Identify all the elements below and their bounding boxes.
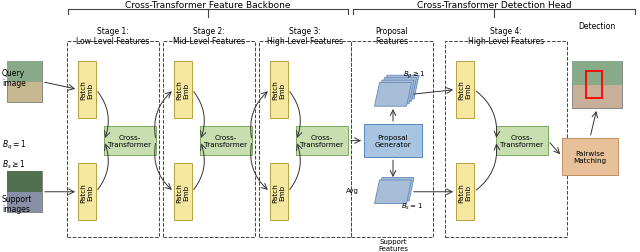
Polygon shape bbox=[380, 78, 417, 102]
Bar bbox=[456, 62, 474, 118]
Bar bbox=[572, 62, 622, 109]
Bar bbox=[259, 42, 351, 237]
Text: Patch
Emb: Patch Emb bbox=[81, 80, 93, 100]
Polygon shape bbox=[374, 83, 412, 107]
Text: Patch
Emb: Patch Emb bbox=[177, 80, 189, 100]
Text: Cross-Transformer Detection Head: Cross-Transformer Detection Head bbox=[417, 2, 572, 10]
Text: Patch
Emb: Patch Emb bbox=[81, 182, 93, 202]
Text: Proposal
Generator: Proposal Generator bbox=[374, 135, 412, 147]
Text: Detection: Detection bbox=[579, 22, 616, 31]
Bar bbox=[496, 126, 548, 156]
Text: $B_q = 1$: $B_q = 1$ bbox=[2, 138, 26, 151]
Bar bbox=[445, 42, 567, 237]
Bar bbox=[7, 171, 42, 192]
Text: $B_p \geq 1$: $B_p \geq 1$ bbox=[403, 70, 426, 81]
Bar bbox=[572, 62, 622, 85]
Bar bbox=[104, 126, 156, 156]
Bar bbox=[7, 62, 42, 82]
Bar bbox=[270, 164, 288, 220]
Bar bbox=[163, 42, 255, 237]
Text: Patch
Emb: Patch Emb bbox=[458, 80, 472, 100]
Text: Cross-
Transformer: Cross- Transformer bbox=[300, 135, 344, 147]
Text: Query
image: Query image bbox=[2, 69, 26, 88]
Bar bbox=[7, 171, 42, 213]
Text: Stage 4:
High-Level Features: Stage 4: High-Level Features bbox=[468, 26, 544, 46]
Text: $B_s = 1$: $B_s = 1$ bbox=[401, 201, 423, 211]
Text: Support
Features: Support Features bbox=[378, 238, 408, 251]
Text: Stage 1:
Low-Level Features: Stage 1: Low-Level Features bbox=[76, 26, 150, 46]
Bar bbox=[174, 164, 192, 220]
Text: Pairwise
Matching: Pairwise Matching bbox=[573, 150, 607, 163]
Text: Cross-
Transformer: Cross- Transformer bbox=[500, 135, 543, 147]
Polygon shape bbox=[377, 178, 414, 201]
Text: Stage 2:
Mid-Level Features: Stage 2: Mid-Level Features bbox=[173, 26, 245, 46]
Text: $B_s \geq 1$: $B_s \geq 1$ bbox=[2, 158, 26, 171]
Text: Cross-
Transformer: Cross- Transformer bbox=[108, 135, 152, 147]
Bar bbox=[562, 138, 618, 175]
Text: Cross-
Transformer: Cross- Transformer bbox=[204, 135, 248, 147]
Polygon shape bbox=[374, 180, 412, 204]
Text: Patch
Emb: Patch Emb bbox=[273, 80, 285, 100]
Text: Patch
Emb: Patch Emb bbox=[273, 182, 285, 202]
Bar bbox=[200, 126, 252, 156]
Text: Avg: Avg bbox=[346, 187, 359, 193]
Bar bbox=[78, 164, 96, 220]
Text: Stage 3:
High-Level Features: Stage 3: High-Level Features bbox=[267, 26, 343, 46]
Bar bbox=[7, 62, 42, 103]
Text: Support
images: Support images bbox=[2, 194, 33, 213]
Text: Cross-Transformer Feature Backbone: Cross-Transformer Feature Backbone bbox=[125, 2, 291, 10]
Bar bbox=[364, 124, 422, 158]
Bar bbox=[351, 42, 433, 237]
Bar bbox=[270, 62, 288, 118]
Bar bbox=[586, 72, 602, 99]
Bar bbox=[78, 62, 96, 118]
Bar bbox=[174, 62, 192, 118]
Bar bbox=[456, 164, 474, 220]
Bar bbox=[296, 126, 348, 156]
Polygon shape bbox=[382, 76, 419, 100]
Text: Patch
Emb: Patch Emb bbox=[458, 182, 472, 202]
Bar bbox=[67, 42, 159, 237]
Text: Patch
Emb: Patch Emb bbox=[177, 182, 189, 202]
Text: Proposal
Features: Proposal Features bbox=[376, 26, 408, 46]
Polygon shape bbox=[377, 81, 414, 104]
